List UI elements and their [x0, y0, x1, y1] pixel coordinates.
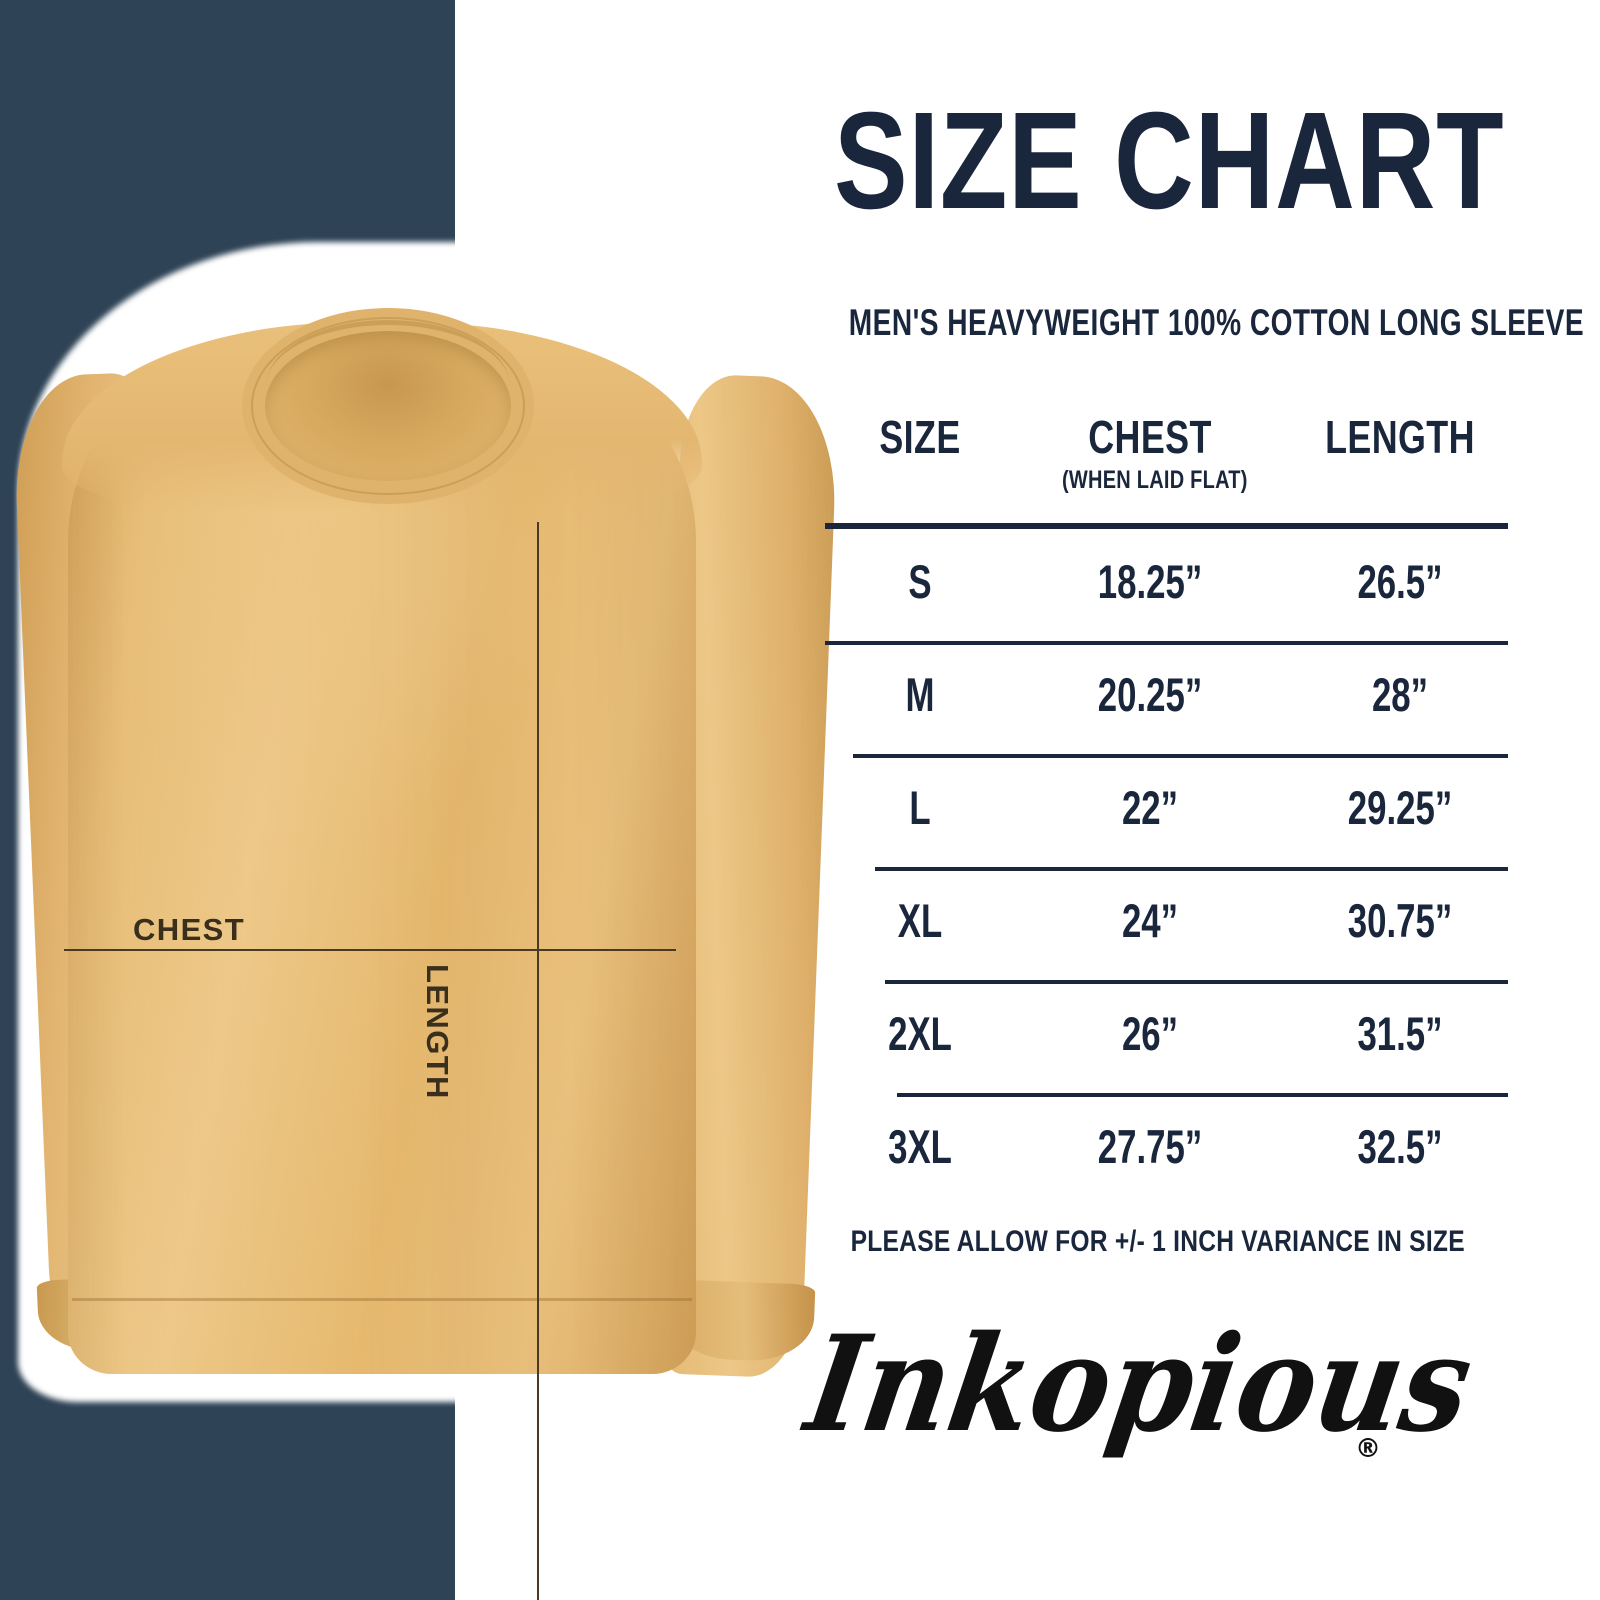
column-header-length: LENGTH — [1325, 411, 1475, 463]
brand-logo-text: Inkopious — [797, 1305, 1482, 1462]
cell-length: 31.5” — [1357, 1007, 1443, 1060]
page-subtitle: MEN'S HEAVYWEIGHT 100% COTTON LONG SLEEV… — [848, 302, 1585, 343]
table-row: 2XL 26” 31.5” — [790, 984, 1520, 1097]
brand-logo: Inkopious ® — [797, 1306, 1481, 1538]
table-row-rule — [897, 1093, 1508, 1097]
table-row: S 18.25” 26.5” — [790, 532, 1520, 645]
cell-chest: 24” — [1121, 894, 1179, 947]
garment-photo: CHEST LENGTH — [0, 232, 880, 1600]
table-row-rule — [875, 867, 1508, 871]
cell-size: S — [908, 555, 932, 608]
neck-tape — [266, 320, 510, 386]
bottom-hem-seam — [72, 1298, 692, 1338]
chest-measurement-label: CHEST — [133, 912, 246, 947]
column-header-size: SIZE — [879, 411, 961, 463]
cell-chest: 20.25” — [1097, 668, 1203, 721]
page-title: SIZE CHART — [834, 84, 1505, 238]
variance-note: PLEASE ALLOW FOR +/- 1 INCH VARIANCE IN … — [850, 1225, 1465, 1258]
table-row-rule — [853, 754, 1508, 758]
column-header-chest: CHEST — [1088, 411, 1212, 463]
column-header-chest-note: (WHEN LAID FLAT) — [1062, 466, 1248, 494]
table-row: L 22” 29.25” — [790, 758, 1520, 871]
cell-size: 3XL — [888, 1120, 952, 1173]
length-measurement-line — [537, 522, 539, 1600]
size-table: SIZE CHEST LENGTH (WHEN LAID FLAT) S 18.… — [790, 410, 1520, 1173]
table-row: 3XL 27.75” 32.5” — [790, 1097, 1520, 1210]
length-measurement-label: LENGTH — [420, 964, 455, 1100]
cell-length: 30.75” — [1347, 894, 1453, 947]
cell-size: L — [909, 781, 931, 834]
cell-chest: 18.25” — [1097, 555, 1203, 608]
table-row-rule — [825, 641, 1508, 645]
chart-content-column: SIZE CHART MEN'S HEAVYWEIGHT 100% COTTON… — [760, 0, 1600, 1600]
cell-chest: 27.75” — [1097, 1120, 1203, 1173]
table-row: XL 24” 30.75” — [790, 871, 1520, 984]
chest-measurement-line — [64, 949, 676, 951]
cell-chest: 22” — [1121, 781, 1179, 834]
cell-length: 29.25” — [1347, 781, 1453, 834]
cell-size: XL — [897, 894, 943, 947]
registered-trademark-icon: ® — [1355, 1434, 1381, 1464]
long-sleeve-shirt-illustration — [11, 256, 840, 1386]
table-row: M 20.25” 28” — [790, 645, 1520, 758]
cell-length: 32.5” — [1357, 1120, 1443, 1173]
size-table-body: S 18.25” 26.5” M 20.25” 28” L 22” 29.25” — [790, 532, 1520, 1210]
cell-length: 28” — [1371, 668, 1429, 721]
cell-length: 26.5” — [1357, 555, 1443, 608]
cell-size: 2XL — [888, 1007, 952, 1060]
cell-chest: 26” — [1121, 1007, 1179, 1060]
size-table-header: SIZE CHEST LENGTH (WHEN LAID FLAT) — [790, 410, 1520, 522]
table-row-rule — [885, 980, 1508, 984]
cell-size: M — [905, 668, 935, 721]
table-header-rule — [825, 523, 1508, 529]
